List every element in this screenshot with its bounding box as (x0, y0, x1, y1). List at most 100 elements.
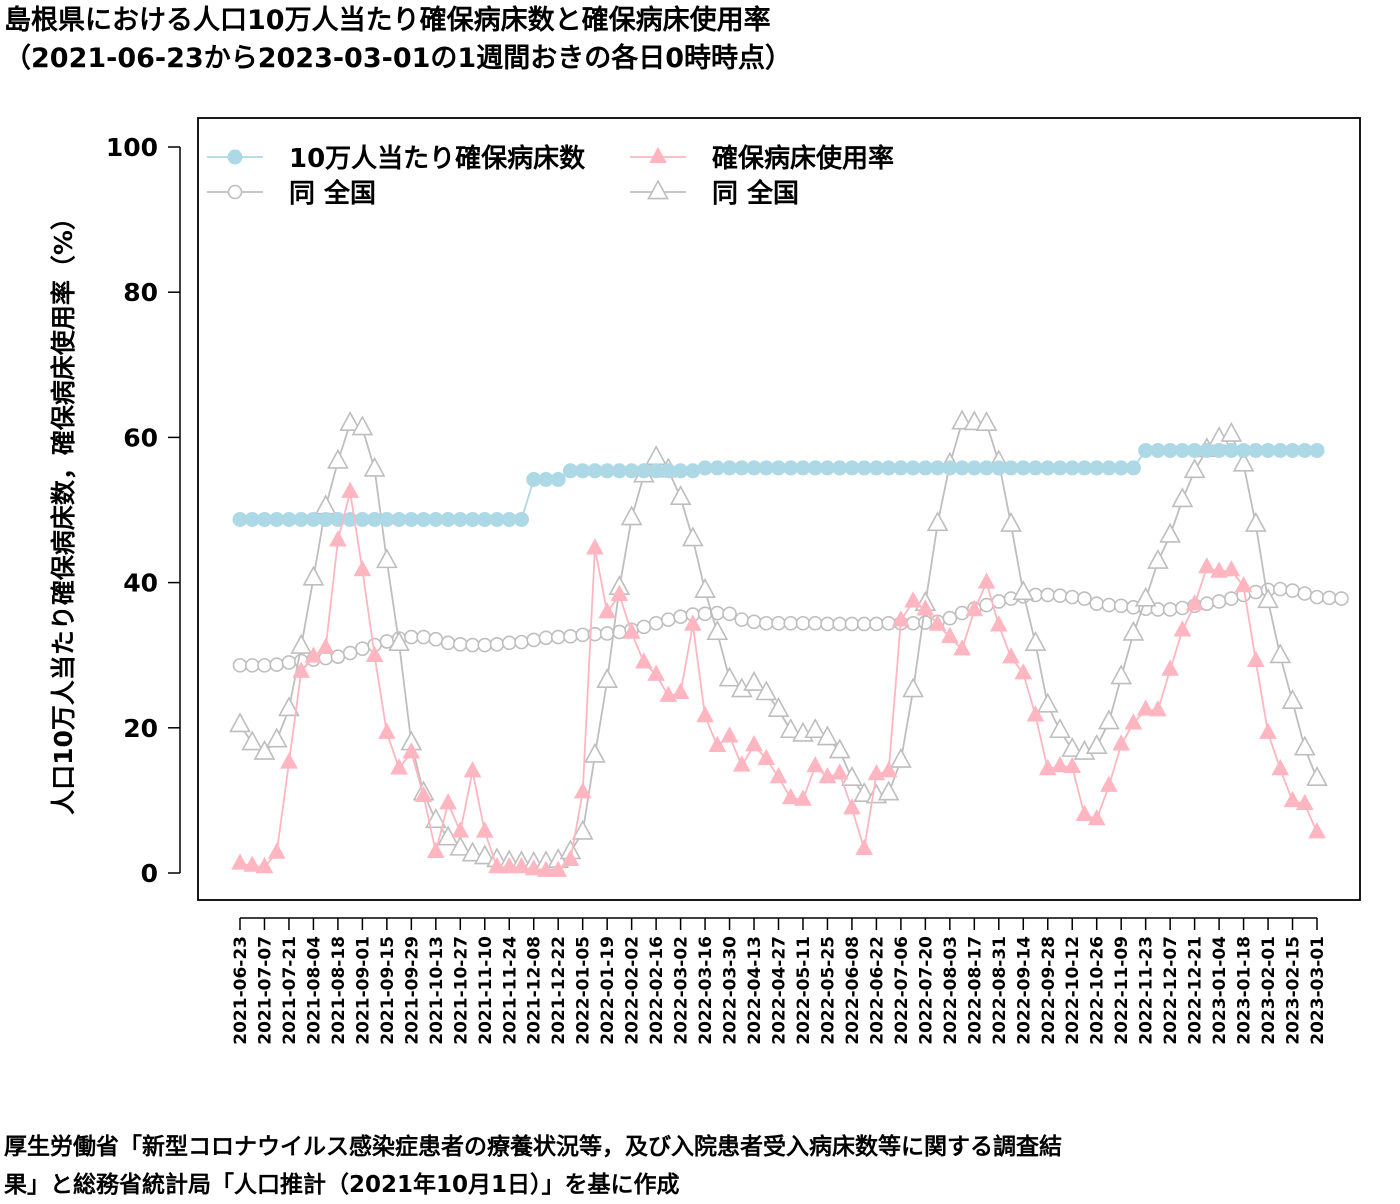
data-point (926, 511, 949, 532)
data-point (500, 856, 519, 874)
data-point (390, 758, 408, 775)
data-point (501, 635, 517, 651)
x-tick-label: 2022-07-06 (892, 936, 912, 1045)
data-point (404, 629, 419, 645)
data-point (439, 793, 457, 810)
data-point (1051, 756, 1069, 773)
data-point (610, 584, 629, 601)
data-point (832, 616, 847, 632)
data-point (706, 620, 729, 641)
data-point (596, 668, 619, 688)
data-point (645, 445, 667, 466)
source-note: 厚生労働省「新型コロナウイルス感染症患者の療養状況等，及び入院患者受入病床数等に… (4, 1128, 1062, 1204)
data-point (1134, 586, 1157, 607)
data-point (673, 609, 688, 625)
data-point (918, 615, 933, 630)
data-point (1040, 587, 1056, 603)
source-note-line1: 厚生労働省「新型コロナウイルス感染症患者の療養状況等，及び入院患者受入病床数等に… (4, 1134, 1062, 1160)
data-point (465, 637, 480, 653)
x-tick-label: 2022-08-03 (941, 936, 961, 1045)
data-point (573, 782, 592, 799)
data-point (942, 610, 958, 626)
data-point (1308, 822, 1326, 839)
data-point (769, 766, 788, 784)
x-tick-label: 2022-12-07 (1161, 936, 1181, 1045)
data-point (1210, 561, 1228, 578)
data-point (732, 755, 751, 772)
x-tick-label: 2021-10-13 (427, 936, 447, 1045)
data-point (292, 661, 311, 678)
data-point (1306, 766, 1328, 786)
data-point (1149, 700, 1167, 717)
legend-item: 同 全国 (630, 178, 799, 209)
data-point (890, 747, 912, 768)
data-point (316, 637, 335, 654)
data-point (991, 594, 1007, 609)
x-tick-label: 2021-11-10 (476, 936, 496, 1045)
data-point (402, 742, 421, 759)
data-point (928, 614, 947, 631)
x-tick-label: 2022-10-12 (1063, 936, 1083, 1045)
data-point (463, 761, 482, 778)
data-point (269, 657, 285, 672)
data-point (746, 614, 762, 630)
chart-title-line1: 島根県における人口10万人当たり確保病床数と確保病床使用率 (4, 5, 771, 36)
legend-marker (649, 146, 667, 164)
x-tick-label: 2021-07-21 (280, 936, 300, 1045)
data-point (514, 634, 529, 650)
y-tick-label: 0 (141, 859, 158, 888)
data-point (1269, 643, 1292, 664)
data-point (771, 615, 786, 631)
data-point (881, 615, 896, 631)
data-point (694, 577, 716, 598)
data-point (916, 599, 935, 616)
data-point (877, 780, 900, 801)
data-point (1110, 664, 1133, 685)
x-axis: 2021-06-23 2021-07-07 2021-07-21 2021-08-04… (231, 917, 1328, 1045)
x-tick-label: 2022-10-26 (1088, 936, 1108, 1045)
data-point (856, 616, 872, 632)
y-tick-label: 80 (123, 278, 158, 307)
data-point (229, 712, 251, 733)
x-tick-label: 2021-09-15 (378, 936, 398, 1045)
data-point (416, 629, 431, 645)
data-point (892, 610, 910, 627)
x-tick-label: 2022-03-30 (721, 936, 741, 1045)
data-point (475, 821, 494, 838)
data-point (1281, 689, 1304, 710)
data-point (327, 448, 349, 469)
data-point (1259, 722, 1277, 739)
series-layer (229, 409, 1349, 877)
x-tick-label: 2022-12-21 (1186, 936, 1206, 1045)
data-point (1002, 647, 1020, 664)
x-tick-label: 2021-11-24 (500, 936, 520, 1045)
data-point (265, 727, 288, 748)
data-point (1100, 775, 1118, 792)
data-point (537, 860, 555, 877)
y-axis: 0 20 40 60 80 100 (106, 133, 181, 888)
data-point (905, 615, 921, 631)
data-point (351, 415, 374, 436)
data-point (1024, 630, 1047, 651)
data-point (571, 819, 594, 840)
series-3 (229, 409, 1328, 871)
data-point (965, 599, 984, 617)
legend-label: 確保病床使用率 (712, 143, 894, 174)
x-tick-label: 2021-12-08 (525, 936, 545, 1045)
series-line (239, 491, 1318, 872)
data-point (231, 853, 249, 870)
y-tick-label: 100 (106, 133, 158, 162)
x-tick-label: 2023-02-01 (1259, 936, 1279, 1045)
data-point (734, 612, 750, 627)
x-tick-label: 2022-09-14 (1014, 936, 1034, 1045)
legend-marker (227, 184, 243, 200)
data-point (526, 632, 542, 648)
data-point (767, 697, 790, 718)
x-tick-label: 2021-12-22 (549, 936, 569, 1045)
data-point (1075, 804, 1094, 821)
data-point (253, 739, 276, 760)
x-tick-label: 2021-09-01 (353, 936, 373, 1045)
data-point (1162, 602, 1178, 617)
data-point (941, 626, 959, 644)
